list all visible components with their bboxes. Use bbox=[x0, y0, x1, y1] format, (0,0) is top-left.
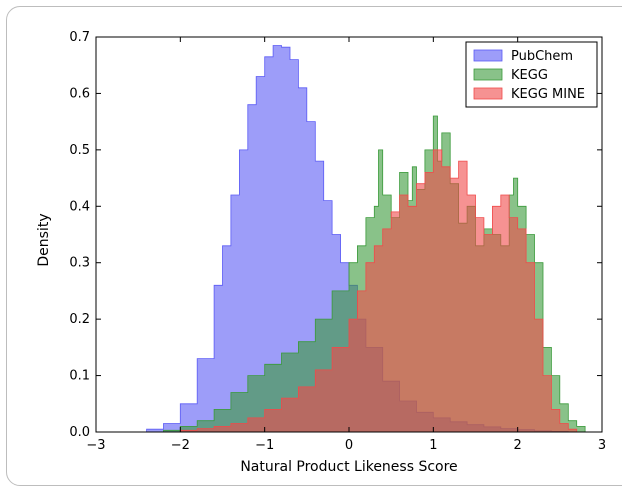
legend-label: KEGG MINE bbox=[511, 87, 585, 102]
x-tick-label: −3 bbox=[86, 438, 105, 453]
legend-swatch bbox=[473, 87, 503, 100]
legend-label: PubChem bbox=[511, 49, 573, 64]
y-tick-label: 0.3 bbox=[69, 256, 90, 271]
axes: −3 −2 −1 0 1 2 3 0.0 0.1 0.2 0.3 0.4 0.5 0.6 0.7 bbox=[69, 30, 606, 453]
legend-swatch bbox=[473, 68, 503, 81]
x-tick-label: −1 bbox=[255, 438, 274, 453]
series-area-kegg-mine bbox=[155, 149, 578, 433]
y-tick-label: 0.0 bbox=[69, 425, 90, 440]
plot-area bbox=[121, 45, 586, 433]
x-tick-label: 1 bbox=[429, 438, 437, 453]
density-histogram-chart: −3 −2 −1 0 1 2 3 0.0 0.1 0.2 0.3 0.4 0.5 0.6 0.7 PubCh… bbox=[36, 30, 606, 475]
x-tick-label: 2 bbox=[514, 438, 522, 453]
x-tick-label: 0 bbox=[345, 438, 353, 453]
y-tick-label: 0.1 bbox=[69, 369, 90, 384]
legend: PubChem KEGG KEGG MINE bbox=[465, 41, 598, 108]
x-tick-label: −2 bbox=[171, 438, 190, 453]
x-tick-label: 3 bbox=[598, 438, 606, 453]
legend-label: KEGG bbox=[511, 68, 548, 83]
x-axis-label: Natural Product Likeness Score bbox=[240, 459, 457, 475]
y-tick-label: 0.2 bbox=[69, 312, 90, 327]
legend-swatch bbox=[473, 49, 503, 62]
y-tick-label: 0.5 bbox=[69, 143, 90, 158]
y-tick-label: 0.7 bbox=[69, 30, 90, 45]
y-axis-label: Density bbox=[36, 213, 52, 266]
y-tick-label: 0.6 bbox=[69, 86, 90, 101]
y-tick-label: 0.4 bbox=[69, 199, 90, 214]
